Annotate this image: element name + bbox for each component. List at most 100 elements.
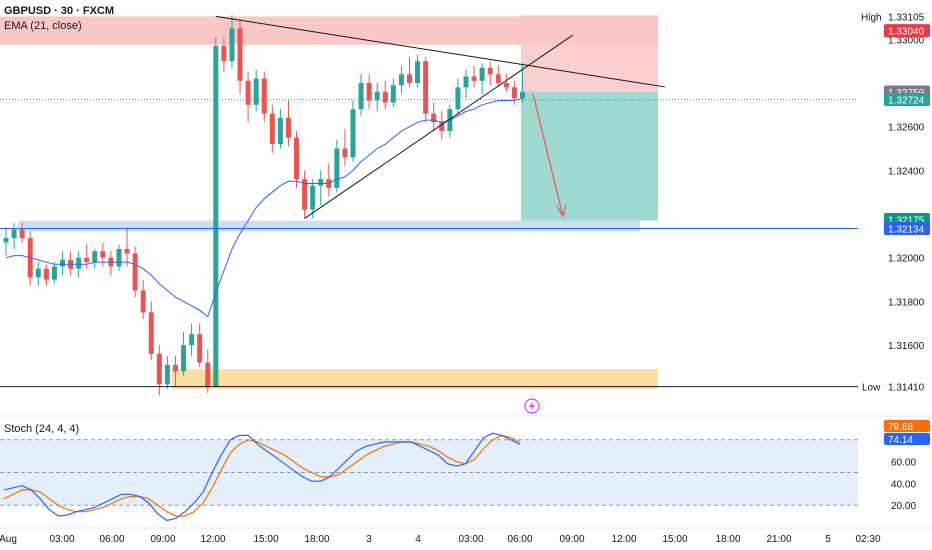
candle-body (382, 91, 388, 103)
candle-body (269, 113, 275, 145)
candle-body (197, 334, 203, 363)
candle-body (11, 229, 17, 239)
time-tick-label: 09:00 (150, 534, 175, 545)
stoch-tick-label: 60.00 (891, 458, 916, 469)
stop-loss-zone (521, 15, 658, 92)
price-tick-label: 1.32000 (888, 254, 925, 265)
candle-body (511, 87, 517, 99)
candle-body (318, 179, 324, 186)
high-label: High (861, 12, 882, 23)
candle-body (205, 362, 211, 387)
time-tick-label: 15:00 (662, 534, 687, 545)
stoch-d-line (3, 434, 521, 517)
stoch-pane: 60.00 40.00 20.00 79.68 74.14 (0, 420, 930, 522)
candle-body (479, 67, 485, 81)
candle-body (294, 137, 300, 180)
candle-body (221, 45, 227, 62)
descending-trendline (215, 15, 666, 88)
stoch-k-value-box (884, 433, 930, 445)
time-tick-label: 18:00 (715, 534, 740, 545)
time-tick-label: 21:00 (766, 534, 791, 545)
time-tick-label: 3 (366, 534, 372, 545)
candle-body (3, 238, 9, 243)
main-pane-background (0, 0, 858, 415)
time-tick-label: 4 (415, 534, 421, 545)
candle-body (132, 253, 138, 291)
candle-body (519, 91, 525, 99)
time-axis: Aug 03:00 06:00 09:00 12:00 15:00 18:00 3 4 03:00… (0, 527, 932, 545)
candle-body (261, 78, 267, 114)
projection-arrow-head (556, 204, 567, 218)
candle-body (285, 117, 291, 138)
candle-body (76, 257, 82, 269)
price-tick-label: 1.31600 (888, 341, 925, 352)
candle-body (140, 290, 146, 313)
low-value: 1.31410 (888, 383, 925, 394)
time-tick-label: 06:00 (507, 534, 532, 545)
candle-body (390, 85, 396, 103)
candle-body (172, 364, 178, 372)
low-label: Low (862, 383, 881, 394)
candle-body (59, 259, 65, 267)
support-price-label: 1.32134 (888, 224, 925, 235)
candle-body (43, 268, 49, 280)
time-tick-label: 09:00 (559, 534, 584, 545)
target-price-label: 1.32175 (888, 216, 925, 227)
time-tick-label: 06:00 (99, 534, 124, 545)
time-tick-label: 02:30 (855, 534, 880, 545)
candle-body (181, 345, 187, 372)
price-tick-label: 1.32600 (888, 123, 925, 134)
support-price-label-box (884, 221, 930, 235)
stoch-d-value: 79.68 (888, 422, 913, 433)
stoch-k-value: 74.14 (888, 435, 913, 446)
candle-body (471, 76, 477, 81)
candle-body (439, 122, 445, 132)
low-zone (172, 369, 658, 389)
ema-legend: EMA (21, close) (4, 20, 82, 32)
last-price-label-box (884, 93, 930, 107)
candle-body (302, 179, 308, 210)
candle-body (334, 148, 340, 188)
high-value: 1.33105 (888, 12, 925, 23)
time-tick-label: 03:00 (49, 534, 74, 545)
candle-body (116, 249, 122, 267)
time-tick-label: 12:00 (611, 534, 636, 545)
price-tick-label: 1.31800 (888, 297, 925, 308)
overlay-layer (0, 15, 932, 414)
stoch-tick-label: 40.00 (891, 479, 916, 490)
ascending-trendline (304, 34, 574, 219)
candle-body (253, 78, 259, 105)
candle-body (463, 76, 469, 88)
candle-body (310, 185, 316, 210)
candle-body (431, 113, 437, 123)
candle-body (213, 45, 219, 387)
candle-body (423, 61, 429, 114)
symbol-title: GBPUSD · 30 · FXCM (4, 5, 115, 17)
candle-body (164, 364, 170, 385)
alert-icon-bolt (529, 401, 535, 411)
candle-body (342, 148, 348, 158)
candle-body (495, 74, 501, 83)
take-profit-zone (521, 91, 658, 221)
time-tick-label: 18:00 (304, 534, 329, 545)
time-tick-label: Aug (0, 534, 17, 545)
stoch-d-value-box (884, 420, 930, 432)
candle-body (350, 109, 356, 158)
price-tick-label: 1.33000 (888, 35, 925, 46)
supply-price-label-box (884, 24, 930, 38)
stoch-k-line (3, 432, 521, 522)
time-tick-label: 03:00 (458, 534, 483, 545)
last-price-label: 1.32724 (888, 96, 925, 107)
candle-body (92, 251, 98, 263)
candle-body (358, 83, 364, 110)
candle-body (398, 74, 404, 86)
candle-body (19, 229, 25, 239)
candle-body (455, 87, 461, 110)
candle-body (237, 28, 243, 81)
candle-body (51, 266, 57, 280)
time-tick-label: 5 (825, 534, 831, 545)
projection-arrow (532, 93, 564, 217)
supply-price-label: 1.33040 (888, 27, 925, 38)
candle-body (189, 334, 195, 346)
